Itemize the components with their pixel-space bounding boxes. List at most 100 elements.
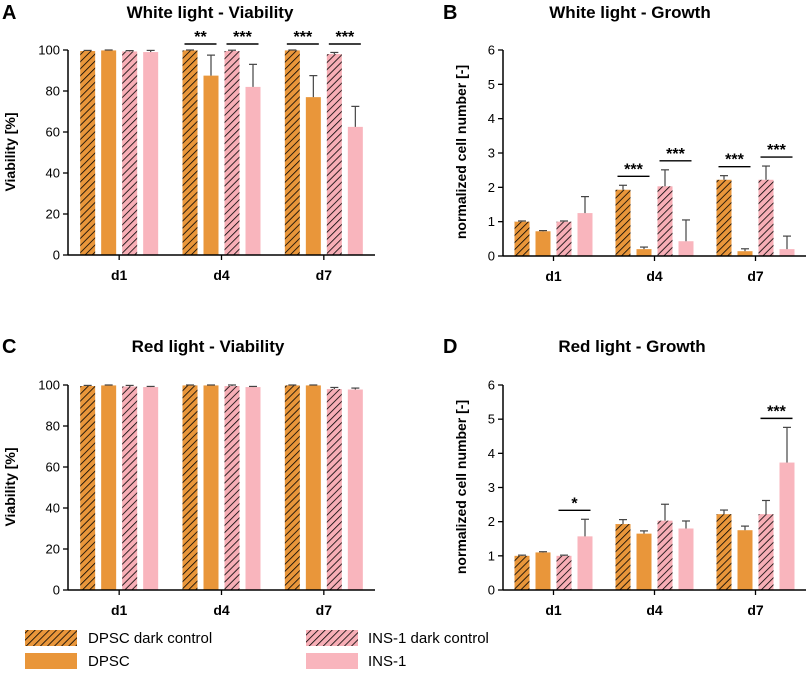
- panel-red-light-viability: C Red light - Viability Viability [%] 0 2…: [2, 336, 375, 618]
- x-tick-label: d1: [111, 267, 128, 283]
- bar-dpsc-d7: [305, 385, 321, 590]
- bar-ins1-d1: [143, 52, 159, 255]
- bar-dpsc-d1: [101, 385, 117, 590]
- bar-dpsc-dark-control-d7: [716, 179, 732, 256]
- x-tick-label: d4: [213, 267, 230, 283]
- bar-ins1-d7: [347, 389, 363, 590]
- bar-dpsc-dark-control-d4: [182, 385, 198, 590]
- bar-ins1-dark-control-d1: [122, 386, 138, 590]
- bar-dpsc-d1: [535, 231, 551, 256]
- panel-title: Red light - Viability: [132, 337, 285, 356]
- bar-ins1-dark-control-d1: [556, 555, 572, 590]
- panel-letter: A: [2, 2, 16, 24]
- significance-marker: ***: [624, 161, 643, 178]
- panel-letter: B: [443, 2, 457, 24]
- bar-dpsc-d7: [305, 97, 321, 256]
- y-tick-label: 80: [46, 84, 60, 99]
- bar-ins1-d4: [245, 86, 261, 256]
- y-tick-label: 60: [46, 460, 60, 475]
- bar-ins1-dark-control-d1: [122, 51, 138, 256]
- x-tick-label: d1: [111, 602, 128, 618]
- bar-ins1-d1: [577, 213, 593, 256]
- y-tick-label: 6: [488, 378, 495, 393]
- x-tick-label: d1: [545, 602, 562, 618]
- bar-ins1-d4: [678, 241, 694, 256]
- significance-marker: ***: [767, 142, 786, 159]
- bar-ins1-d1: [577, 536, 593, 590]
- legend: DPSC dark control INS-1 dark control DPS…: [25, 630, 489, 670]
- x-tick-label: d4: [646, 268, 663, 284]
- y-tick-label: 0: [53, 248, 60, 263]
- bar-dpsc-d4: [636, 533, 652, 590]
- y-tick-label: 4: [488, 446, 495, 461]
- x-tick-label: d7: [747, 268, 764, 284]
- bar-dpsc-dark-control-d4: [615, 189, 631, 256]
- legend-label-ins1: INS-1: [368, 653, 406, 670]
- legend-label-dpsc: DPSC: [88, 653, 130, 670]
- y-tick-label: 5: [488, 77, 495, 92]
- bar-ins1-dark-control-d7: [326, 389, 342, 590]
- bar-dpsc-dark-control-d4: [615, 524, 631, 590]
- significance-marker: ***: [666, 146, 685, 163]
- panel-white-light-growth: B White light - Growth normalized cell n…: [443, 2, 806, 284]
- bar-dpsc-d4: [203, 75, 219, 255]
- bar-ins1-d7: [779, 249, 795, 256]
- bar-dpsc-d1: [101, 50, 117, 255]
- bar-ins1-d7: [347, 126, 363, 255]
- significance-marker: ***: [725, 152, 744, 169]
- y-tick-label: 3: [488, 480, 495, 495]
- bar-ins1-dark-control-d7: [758, 514, 774, 590]
- panel-title: Red light - Growth: [558, 337, 705, 356]
- y-tick-label: 4: [488, 111, 495, 126]
- y-axis-label: normalized cell number [-]: [453, 400, 469, 574]
- y-tick-label: 40: [46, 501, 60, 516]
- bar-dpsc-dark-control-d7: [716, 514, 732, 590]
- x-tick-label: d7: [747, 602, 764, 618]
- significance-marker: *: [571, 495, 578, 512]
- bar-ins1-dark-control-d7: [758, 179, 774, 256]
- legend-label-dpsc-dark-control: DPSC dark control: [88, 630, 212, 647]
- bar-dpsc-d1: [535, 552, 551, 590]
- panel-letter: D: [443, 336, 457, 358]
- panel-white-light-viability: A White light - Viability Viability [%] …: [2, 2, 375, 283]
- bar-dpsc-d7: [737, 530, 753, 590]
- legend-swatch-ins1: [306, 653, 358, 669]
- bar-ins1-d4: [678, 528, 694, 590]
- y-tick-label: 20: [46, 542, 60, 557]
- panel-red-light-growth: D Red light - Growth normalized cell num…: [443, 336, 806, 618]
- bar-dpsc-dark-control-d4: [182, 50, 198, 255]
- y-tick-label: 100: [38, 43, 60, 58]
- y-tick-label: 2: [488, 514, 495, 529]
- legend-swatch-ins1-dark-control: [306, 630, 358, 646]
- panel-letter: C: [2, 336, 16, 358]
- y-tick-label: 20: [46, 207, 60, 222]
- legend-swatch-dpsc: [25, 653, 77, 669]
- y-axis-label: normalized cell number [-]: [453, 65, 469, 239]
- y-tick-label: 0: [488, 583, 495, 598]
- bar-dpsc-dark-control-d1: [514, 221, 530, 256]
- bar-ins1-d4: [245, 387, 261, 590]
- y-tick-label: 1: [488, 548, 495, 563]
- x-tick-label: d7: [316, 602, 333, 618]
- y-tick-label: 3: [488, 146, 495, 161]
- y-axis-label: Viability [%]: [2, 112, 18, 191]
- bar-ins1-d1: [143, 387, 159, 590]
- legend-label-ins1-dark-control: INS-1 dark control: [368, 630, 489, 647]
- legend-swatch-dpsc-dark-control: [25, 630, 77, 646]
- y-tick-label: 0: [488, 249, 495, 264]
- x-tick-label: d7: [316, 267, 333, 283]
- panel-title: White light - Growth: [549, 3, 710, 22]
- bar-ins1-dark-control-d1: [556, 221, 572, 256]
- x-tick-label: d4: [213, 602, 230, 618]
- bar-dpsc-dark-control-d1: [80, 51, 96, 256]
- bar-dpsc-dark-control-d7: [284, 385, 300, 590]
- y-tick-label: 80: [46, 419, 60, 434]
- y-tick-label: 5: [488, 412, 495, 427]
- bar-ins1-dark-control-d4: [657, 520, 673, 590]
- bar-dpsc-d4: [636, 249, 652, 256]
- y-tick-label: 100: [38, 378, 60, 393]
- y-axis-label: Viability [%]: [2, 447, 18, 526]
- y-tick-label: 1: [488, 214, 495, 229]
- bar-dpsc-dark-control-d1: [514, 555, 530, 590]
